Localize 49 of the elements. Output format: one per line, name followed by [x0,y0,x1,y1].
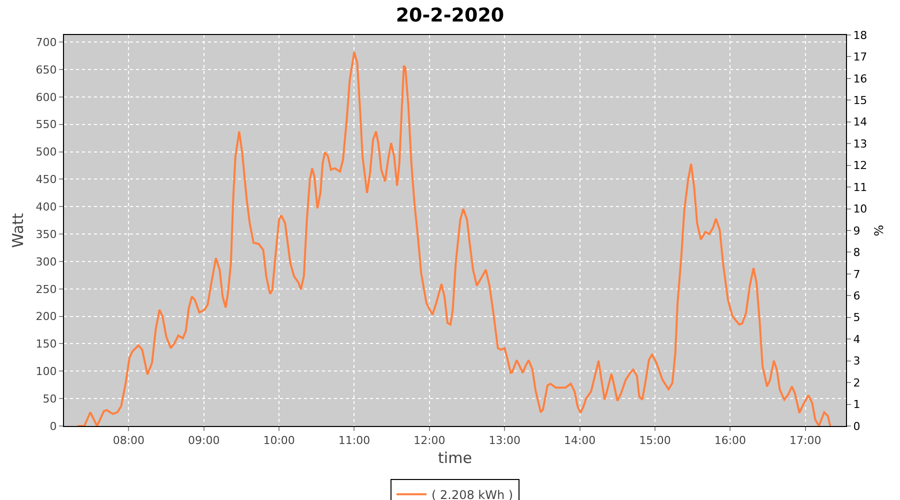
y2-tick-label: 17 [853,50,868,64]
y2-tick-label: 9 [853,224,860,238]
y2-tick-label: 8 [853,246,860,260]
x-tick-label: 12:00 [414,434,446,448]
x-tick-label: 17:00 [790,434,822,448]
y-tick-label: 150 [36,338,57,351]
x-axis-title: time [438,449,472,468]
y2-tick-label: 16 [853,72,868,86]
y-tick-label: 600 [36,90,57,104]
y2-tick-label: 0 [853,420,860,433]
x-tick-label: 09:00 [188,434,220,448]
x-tick-label: 14:00 [564,434,596,448]
y-tick-label: 450 [36,173,57,186]
y-axis-title: Watt [9,212,28,248]
y2-tick-label: 11 [853,180,868,194]
y-tick-label: 0 [50,420,57,433]
y-tick-label: 650 [36,63,57,76]
y-tick-label: 200 [36,310,57,324]
y2-tick-label: 12 [853,159,868,172]
x-tick-label: 16:00 [714,434,746,448]
x-tick-label: 10:00 [263,434,295,448]
y2-tick-label: 3 [853,354,860,368]
y2-tick-label: 2 [853,376,860,390]
y2-tick-label: 15 [853,94,868,108]
y2-axis-title: % [872,224,886,236]
y2-tick-label: 14 [853,116,868,129]
x-tick-label: 11:00 [338,434,370,448]
y-tick-label: 500 [36,146,57,159]
y2-tick-label: 1 [853,398,860,412]
y-tick-label: 50 [42,392,57,406]
x-tick-label: 08:00 [112,434,145,448]
y2-tick-label: 13 [853,137,868,150]
y-tick-label: 100 [36,365,57,378]
chart-title: 20-2-2020 [396,4,504,27]
x-tick-label: 13:00 [488,434,520,448]
line-series [76,51,832,426]
y2-tick-label: 7 [853,268,860,281]
y2-tick-label: 18 [853,28,868,42]
y2-tick-label: 10 [853,202,868,216]
x-tick-label: 15:00 [639,434,671,448]
y-tick-label: 700 [36,36,57,49]
y-tick-label: 550 [36,118,57,132]
y-tick-label: 400 [36,200,57,214]
y2-tick-label: 5 [853,311,860,324]
y2-tick-label: 4 [853,332,860,346]
y-tick-label: 350 [36,228,57,241]
y-tick-label: 300 [36,255,57,268]
y-tick-label: 250 [36,282,57,296]
y2-tick-label: 6 [853,290,860,303]
